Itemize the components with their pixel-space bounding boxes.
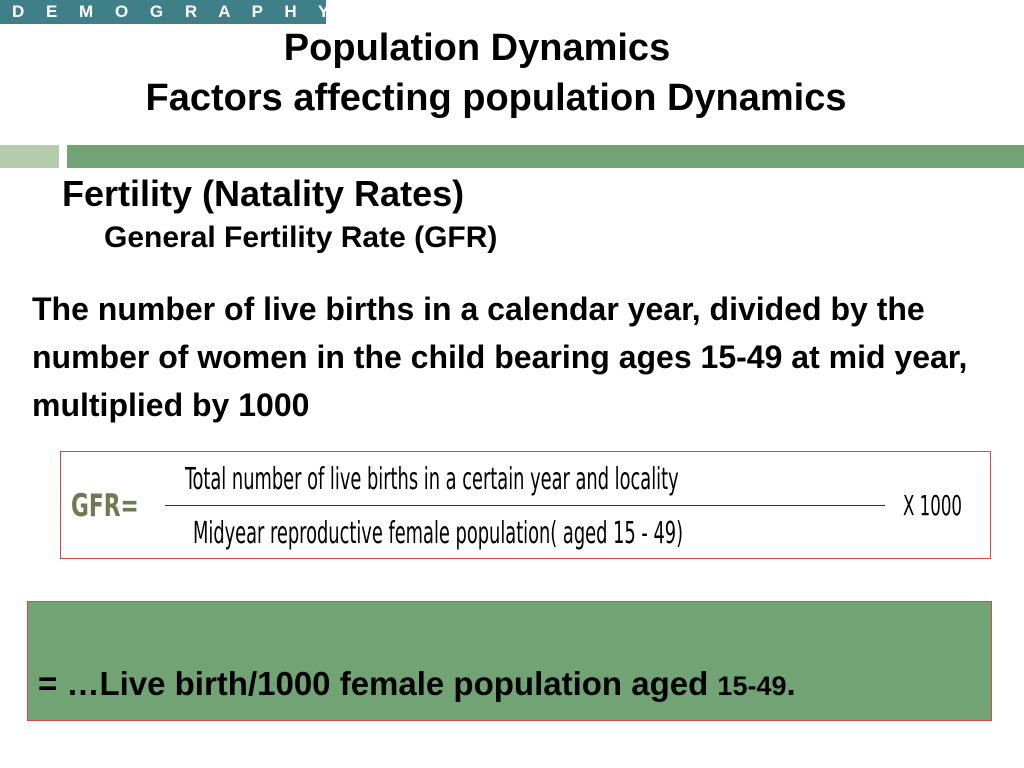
formula-numerator: Total number of live births in a certain…	[185, 462, 679, 497]
result-text: = …Live birth/1000 female population age…	[38, 664, 796, 706]
result-main: = …Live birth/1000 female population age…	[38, 665, 718, 702]
result-period: .	[786, 665, 796, 702]
formula-label: GFR=	[71, 488, 139, 524]
slide-subtitle: Factors affecting population Dynamics	[145, 77, 847, 119]
divider-bar-right	[67, 145, 1024, 168]
demography-tag: D E M O G R A P H Y	[0, 0, 326, 24]
divider-bar-left	[0, 145, 59, 168]
formula-box: GFR= Total number of live births in a ce…	[60, 451, 991, 559]
slide-title: Population Dynamics	[283, 27, 671, 69]
formula-multiplier: X 1000	[903, 489, 962, 522]
gfr-definition: The number of live births in a calendar …	[32, 291, 968, 423]
section-heading: Fertility (Natality Rates)	[62, 173, 465, 214]
fraction-line	[165, 505, 885, 506]
section-subheading: General Fertility Rate (GFR)	[104, 221, 498, 254]
formula-denominator: Midyear reproductive female population( …	[193, 516, 684, 551]
result-age-range: 15-49	[717, 671, 787, 701]
result-box: = …Live birth/1000 female population age…	[27, 601, 992, 721]
